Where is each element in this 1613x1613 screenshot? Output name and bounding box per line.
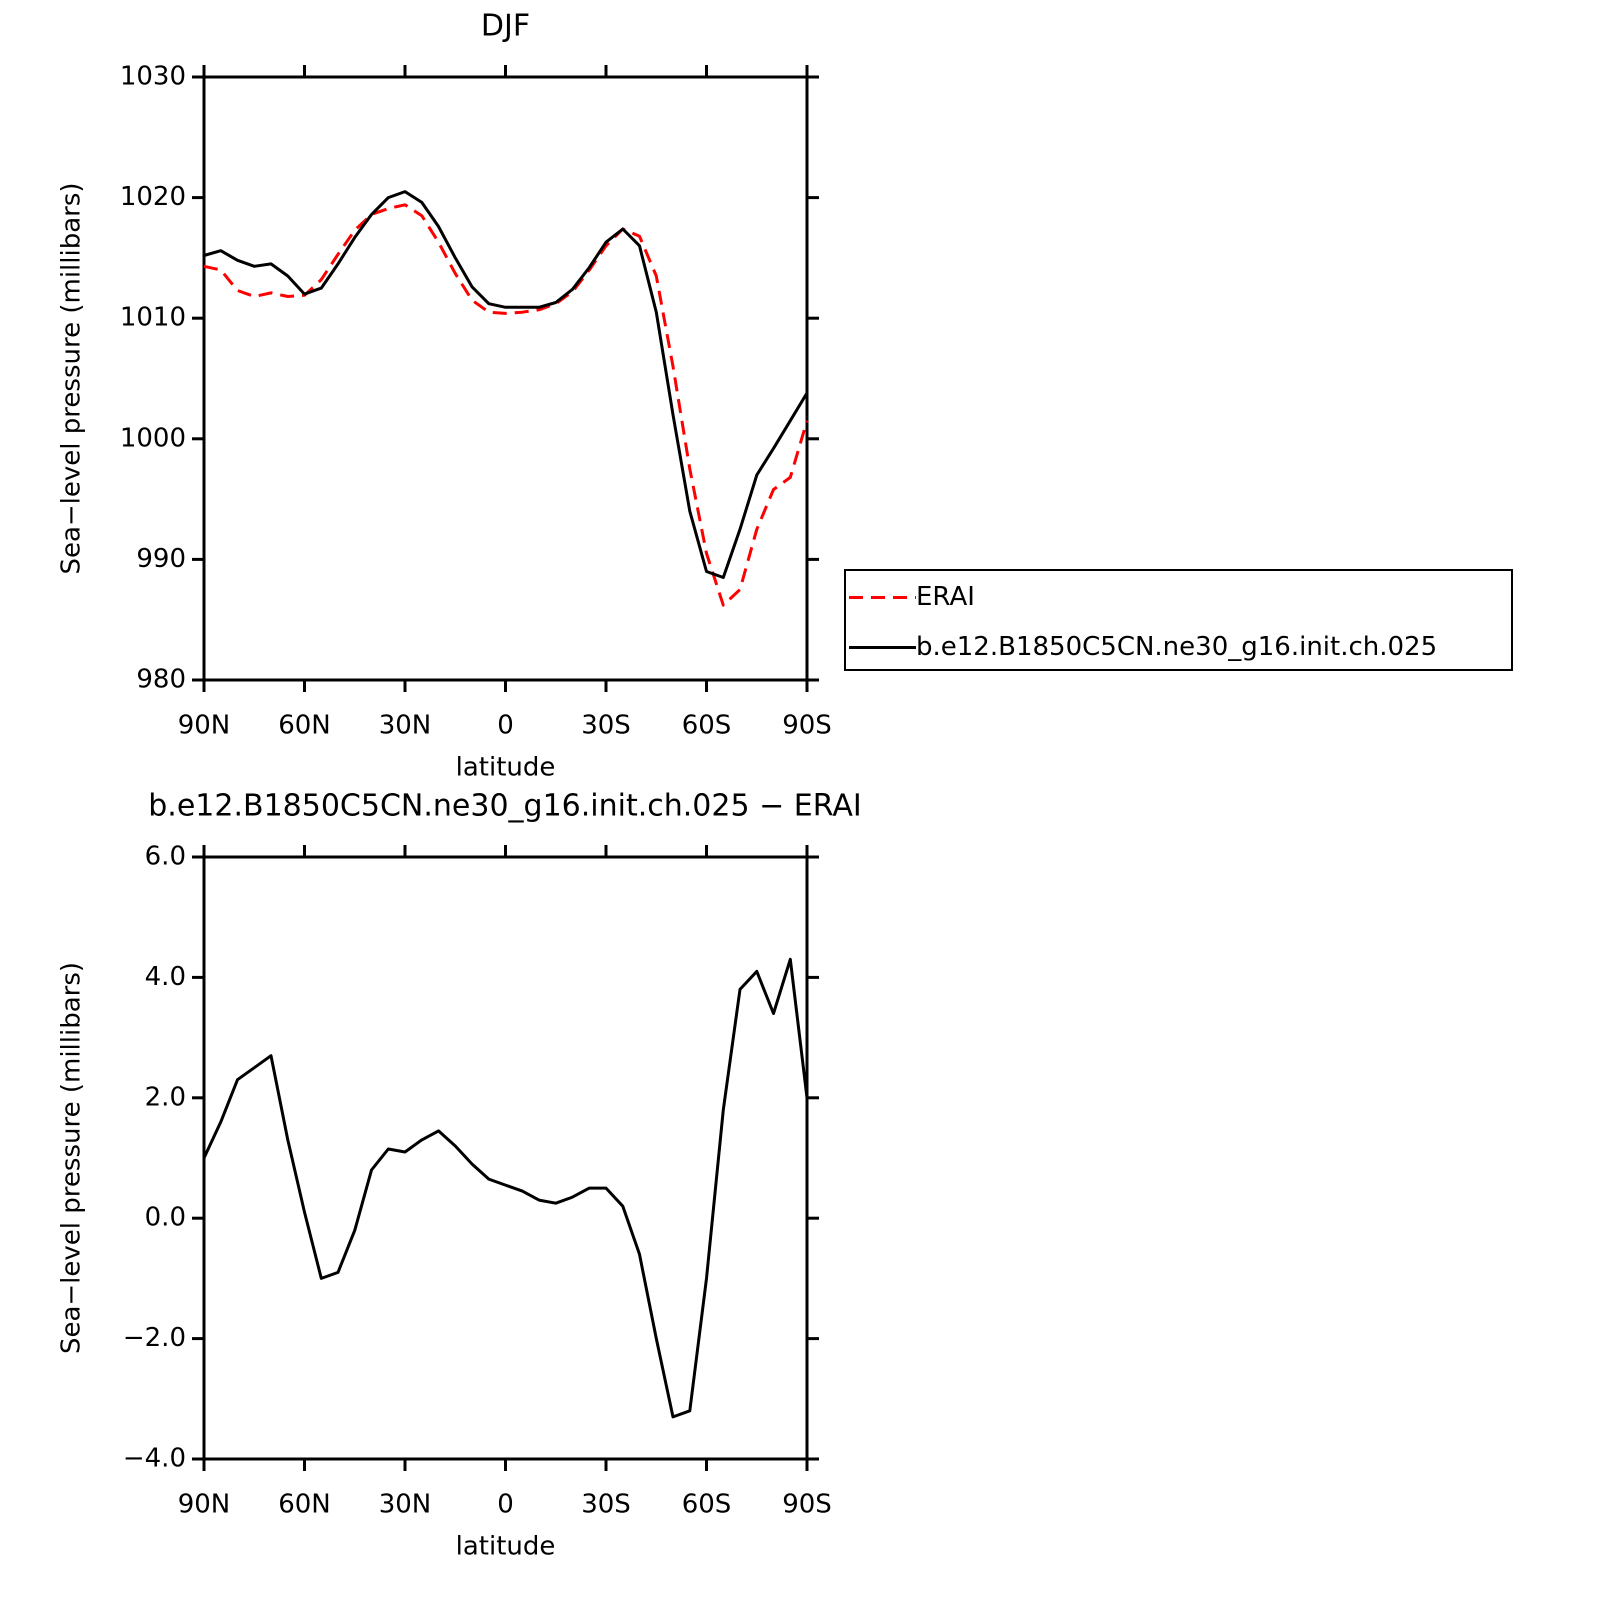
x-axis-label: latitude xyxy=(456,1532,556,1562)
data-line xyxy=(203,203,809,607)
y-tick-label: −2.0 xyxy=(123,1323,186,1353)
x-tick-label: 30S xyxy=(581,1490,631,1520)
x-tick-label: 90S xyxy=(782,1490,832,1520)
y-tick-label: 1030 xyxy=(120,62,186,92)
legend-label: b.e12.B1850C5CN.ne30_g16.init.ch.025 xyxy=(916,632,1437,662)
legend-label: ERAI xyxy=(916,582,975,612)
y-tick-label: 0.0 xyxy=(145,1203,186,1233)
x-tick-label: 90S xyxy=(782,711,832,741)
y-tick-label: 4.0 xyxy=(145,962,186,992)
x-tick-label: 90N xyxy=(178,1490,231,1520)
legend-box xyxy=(844,569,1513,671)
y-tick-label: 2.0 xyxy=(145,1082,186,1112)
y-tick-label: 1000 xyxy=(120,423,186,453)
x-tick-label: 60S xyxy=(682,1490,732,1520)
x-axis-label: latitude xyxy=(456,753,556,783)
plot-frame xyxy=(202,855,809,1461)
x-tick-label: 30N xyxy=(379,711,432,741)
y-tick-label: 990 xyxy=(136,544,186,574)
data-line xyxy=(202,957,809,1419)
y-axis-label: Sea−level pressure (millibars) xyxy=(57,182,87,574)
x-tick-label: 60N xyxy=(278,711,331,741)
y-axis-label: Sea−level pressure (millibars) xyxy=(57,962,87,1354)
y-tick-label: 6.0 xyxy=(145,842,186,872)
x-tick-label: 30S xyxy=(581,711,631,741)
x-tick-label: 0 xyxy=(497,711,514,741)
data-line xyxy=(203,190,809,579)
plot-frame xyxy=(202,75,809,682)
x-tick-label: 90N xyxy=(178,711,231,741)
x-tick-label: 60N xyxy=(278,1490,331,1520)
x-tick-label: 60S xyxy=(682,711,732,741)
y-tick-label: 1010 xyxy=(120,303,186,333)
y-tick-label: 1020 xyxy=(120,182,186,212)
y-tick-label: −4.0 xyxy=(123,1444,186,1474)
chart-title: b.e12.B1850C5CN.ne30_g16.init.ch.025 − E… xyxy=(148,789,861,824)
x-tick-label: 30N xyxy=(379,1490,432,1520)
y-tick-label: 980 xyxy=(136,665,186,695)
x-tick-label: 0 xyxy=(497,1490,514,1520)
chart-title: DJF xyxy=(481,9,530,44)
